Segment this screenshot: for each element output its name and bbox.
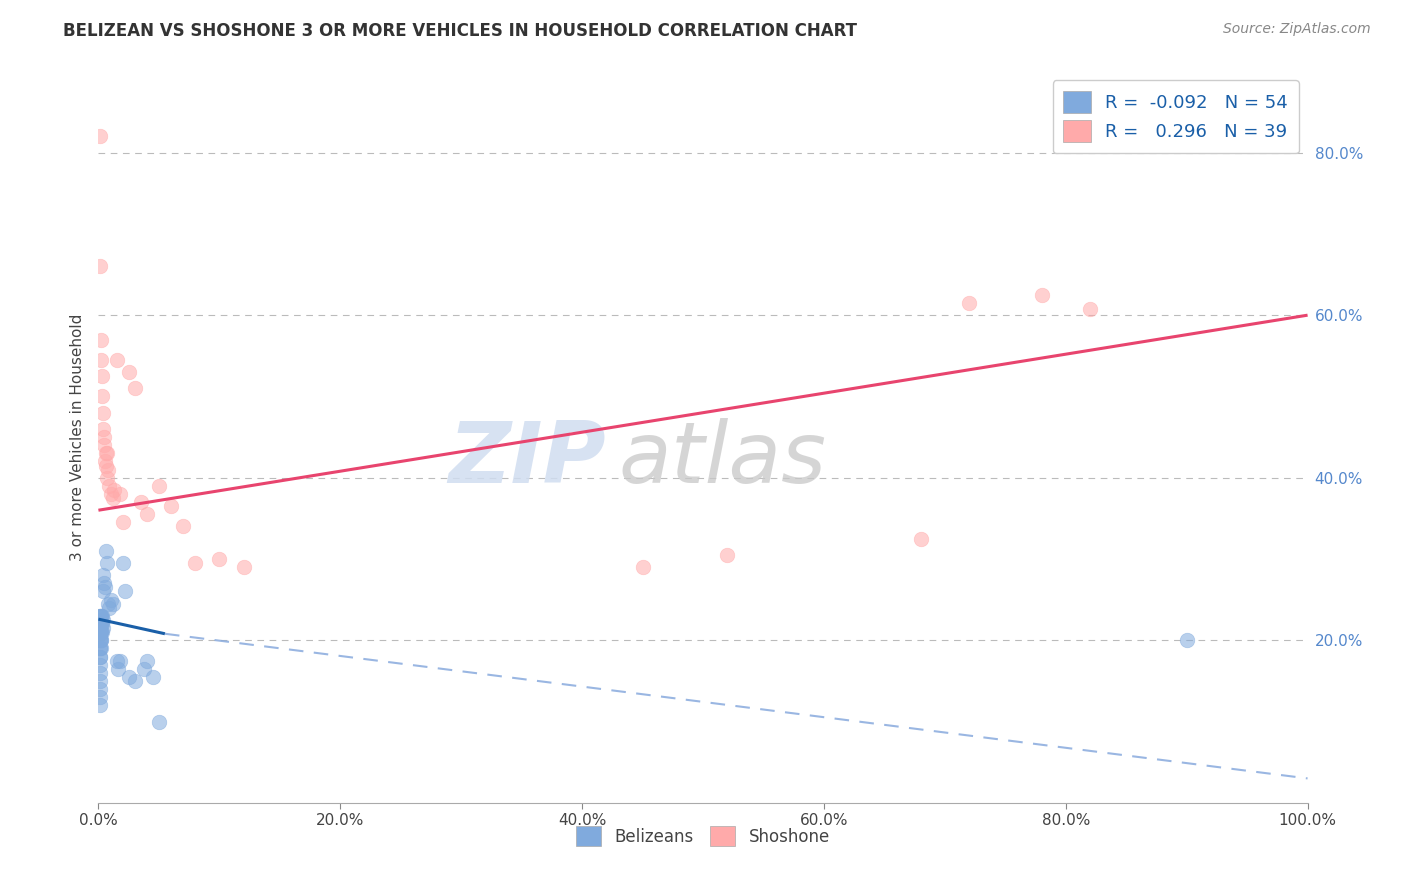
Point xyxy=(184,556,207,570)
Point xyxy=(96,556,118,570)
Point xyxy=(1078,301,1101,316)
Point xyxy=(96,471,118,485)
Point xyxy=(118,670,141,684)
Point xyxy=(93,438,115,452)
Point xyxy=(91,613,114,627)
Point xyxy=(148,714,170,729)
Point xyxy=(124,381,146,395)
Point xyxy=(98,600,121,615)
Point xyxy=(93,576,115,591)
Point xyxy=(91,369,114,384)
Point xyxy=(94,581,117,595)
Point xyxy=(114,584,136,599)
Point xyxy=(91,608,114,623)
Point xyxy=(91,389,114,403)
Point xyxy=(89,608,111,623)
Point xyxy=(124,673,146,688)
Point xyxy=(105,352,128,367)
Point xyxy=(89,608,111,623)
Point xyxy=(160,499,183,513)
Point xyxy=(94,454,117,468)
Point xyxy=(90,608,112,623)
Point xyxy=(94,446,117,460)
Point xyxy=(90,617,112,632)
Point xyxy=(90,625,112,640)
Point xyxy=(91,406,114,420)
Point xyxy=(89,633,111,648)
Point xyxy=(89,129,111,144)
Point xyxy=(100,487,122,501)
Point xyxy=(89,633,111,648)
Point xyxy=(716,548,738,562)
Point xyxy=(91,625,114,640)
Point xyxy=(111,556,134,570)
Text: atlas: atlas xyxy=(619,417,827,500)
Point xyxy=(89,681,111,696)
Point xyxy=(97,597,120,611)
Point xyxy=(105,654,128,668)
Point xyxy=(91,621,114,635)
Point xyxy=(101,491,124,505)
Point xyxy=(93,430,115,444)
Point xyxy=(108,487,131,501)
Point xyxy=(98,479,121,493)
Point xyxy=(135,654,157,668)
Point xyxy=(111,516,134,530)
Point xyxy=(89,649,111,664)
Point xyxy=(135,508,157,522)
Point xyxy=(96,446,118,460)
Point xyxy=(90,633,112,648)
Point xyxy=(232,560,254,574)
Point xyxy=(108,654,131,668)
Point xyxy=(90,608,112,623)
Point xyxy=(91,584,114,599)
Point xyxy=(208,552,231,566)
Point xyxy=(90,352,112,367)
Point xyxy=(142,670,165,684)
Point xyxy=(89,617,111,632)
Y-axis label: 3 or more Vehicles in Household: 3 or more Vehicles in Household xyxy=(69,313,84,561)
Point xyxy=(90,641,112,656)
Text: Source: ZipAtlas.com: Source: ZipAtlas.com xyxy=(1223,22,1371,37)
Point xyxy=(910,532,932,546)
Point xyxy=(89,260,111,274)
Point xyxy=(89,657,111,672)
Point xyxy=(91,617,114,632)
Point xyxy=(94,544,117,558)
Point xyxy=(89,673,111,688)
Point xyxy=(89,617,111,632)
Point xyxy=(631,560,654,574)
Point xyxy=(1031,288,1053,302)
Point xyxy=(172,519,194,533)
Point xyxy=(90,617,112,632)
Point xyxy=(90,333,112,347)
Point xyxy=(129,495,152,509)
Point xyxy=(101,597,124,611)
Point xyxy=(89,665,111,680)
Point xyxy=(134,662,156,676)
Text: ZIP: ZIP xyxy=(449,417,606,500)
Point xyxy=(89,698,111,713)
Point xyxy=(89,649,111,664)
Point xyxy=(103,483,125,497)
Point xyxy=(89,690,111,705)
Point xyxy=(91,568,114,582)
Legend: Belizeans, Shoshone: Belizeans, Shoshone xyxy=(569,820,837,853)
Point xyxy=(957,296,980,310)
Point xyxy=(89,641,111,656)
Point xyxy=(97,462,120,476)
Point xyxy=(107,662,129,676)
Point xyxy=(1175,633,1198,648)
Point xyxy=(89,641,111,656)
Point xyxy=(100,592,122,607)
Point xyxy=(89,625,111,640)
Point xyxy=(96,458,118,473)
Text: BELIZEAN VS SHOSHONE 3 OR MORE VEHICLES IN HOUSEHOLD CORRELATION CHART: BELIZEAN VS SHOSHONE 3 OR MORE VEHICLES … xyxy=(63,22,858,40)
Point xyxy=(90,625,112,640)
Point xyxy=(89,625,111,640)
Point xyxy=(91,422,114,436)
Point xyxy=(148,479,170,493)
Point xyxy=(118,365,141,379)
Point xyxy=(90,633,112,648)
